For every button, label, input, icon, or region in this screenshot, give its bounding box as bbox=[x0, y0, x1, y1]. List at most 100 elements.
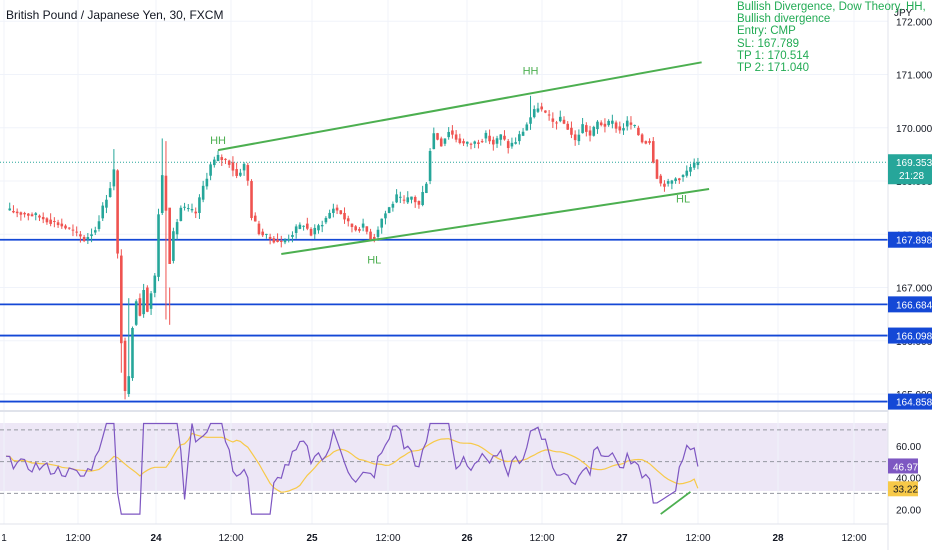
candle-body bbox=[354, 226, 357, 231]
level-price-tag bbox=[888, 296, 932, 313]
candle-body bbox=[521, 131, 525, 136]
time-tick-label: 12:00 bbox=[375, 533, 400, 544]
candle-body bbox=[201, 185, 205, 200]
structure-label: HH bbox=[210, 135, 226, 147]
level-price-label: 166.098 bbox=[896, 332, 932, 343]
candle-body bbox=[566, 123, 570, 130]
candle-body bbox=[570, 127, 573, 135]
candle-body bbox=[250, 181, 253, 219]
candle-body bbox=[45, 218, 49, 223]
rsi-value-label: 46.97 bbox=[893, 462, 918, 473]
candle-body bbox=[365, 226, 369, 232]
candle-body bbox=[79, 234, 82, 237]
candle-body bbox=[547, 114, 551, 116]
level-price-tag bbox=[888, 393, 932, 410]
current-price-label: 169.353 bbox=[896, 158, 932, 169]
candle-body bbox=[510, 142, 514, 147]
candle-body bbox=[518, 134, 521, 142]
channel-trendline[interactable] bbox=[281, 188, 710, 255]
candle-body bbox=[265, 233, 268, 235]
candle-body bbox=[692, 162, 696, 168]
time-tick-label: 12:00 bbox=[65, 533, 90, 544]
time-tick-label: 12:00 bbox=[841, 533, 866, 544]
candle-body bbox=[391, 203, 395, 208]
candle-body bbox=[384, 213, 387, 219]
time-tick-label: 12:00 bbox=[529, 533, 554, 544]
candle-body bbox=[596, 121, 599, 130]
candle-body bbox=[242, 163, 246, 171]
time-tick-label: 24 bbox=[150, 533, 162, 544]
level-price-label: 166.684 bbox=[896, 300, 932, 311]
candle-body bbox=[90, 234, 93, 237]
candle-body bbox=[659, 175, 663, 184]
candle-body bbox=[585, 125, 588, 132]
candle-body bbox=[287, 238, 291, 240]
candle-body bbox=[406, 197, 410, 203]
candle-body bbox=[116, 170, 119, 254]
candle-body bbox=[175, 222, 179, 235]
level-price-label: 167.898 bbox=[896, 236, 932, 247]
candle-body bbox=[558, 116, 562, 122]
annotation-line: Entry: CMP bbox=[737, 25, 796, 38]
candle-body bbox=[213, 159, 216, 166]
candle-body bbox=[339, 210, 343, 215]
candle-body bbox=[86, 237, 90, 240]
candle-body bbox=[666, 181, 670, 184]
price-tick-label: 167.000 bbox=[896, 284, 932, 295]
candle-body bbox=[56, 222, 60, 226]
candle-body bbox=[120, 255, 123, 344]
candle-body bbox=[298, 224, 302, 229]
candle-body bbox=[93, 230, 97, 233]
candle-body bbox=[164, 175, 168, 211]
candle-body bbox=[421, 192, 424, 205]
candle-body bbox=[532, 109, 536, 118]
candle-body bbox=[614, 122, 618, 129]
currency-label: JPY bbox=[894, 8, 913, 19]
candle-body bbox=[495, 138, 499, 144]
candle-body bbox=[503, 135, 506, 140]
candle-body bbox=[599, 122, 603, 126]
candle-body bbox=[53, 220, 56, 222]
trade-annotation[interactable]: Bullish Divergence, Dow Theory, HH, Bull… bbox=[737, 1, 926, 74]
candle-body bbox=[205, 178, 209, 187]
candle-body bbox=[625, 120, 629, 127]
candle-body bbox=[71, 229, 75, 231]
price-tick-label: 170.000 bbox=[896, 124, 932, 135]
candle-body bbox=[149, 293, 153, 309]
candle-body bbox=[75, 231, 78, 233]
channel-trendline[interactable] bbox=[217, 61, 702, 152]
candle-body bbox=[402, 199, 406, 201]
candle-body bbox=[306, 223, 309, 229]
candle-body bbox=[451, 130, 454, 135]
candle-body bbox=[302, 225, 305, 227]
candle-body bbox=[291, 234, 294, 237]
candle-body bbox=[272, 238, 276, 243]
candle-body bbox=[651, 141, 655, 163]
candle-body bbox=[183, 206, 186, 208]
candle-body bbox=[38, 215, 41, 218]
candle-body bbox=[332, 208, 335, 213]
candle-body bbox=[425, 183, 428, 194]
candle-body bbox=[82, 236, 86, 242]
candle-body bbox=[447, 131, 450, 138]
time-tick-label: 27 bbox=[616, 533, 628, 544]
rsi-divergence-line[interactable] bbox=[660, 491, 692, 515]
candle-body bbox=[462, 141, 465, 144]
time-tick-label: 28 bbox=[772, 533, 784, 544]
candle-body bbox=[97, 221, 101, 229]
candle-body bbox=[387, 207, 391, 213]
level-price-label: 164.858 bbox=[896, 398, 932, 409]
candle-body bbox=[540, 106, 543, 110]
chart-title: British Pound / Japanese Yen, 30, FXCM bbox=[6, 8, 224, 22]
candle-body bbox=[454, 134, 458, 140]
rsi-tick-label: 60.00 bbox=[896, 442, 921, 453]
candle-body bbox=[172, 231, 175, 261]
candle-body bbox=[380, 218, 384, 228]
candle-body bbox=[685, 170, 689, 176]
candle-body bbox=[655, 159, 659, 179]
candle-body bbox=[544, 110, 547, 113]
candle-body bbox=[268, 236, 272, 239]
candle-body bbox=[376, 229, 380, 237]
rsi-tick-label: 20.00 bbox=[896, 505, 921, 516]
